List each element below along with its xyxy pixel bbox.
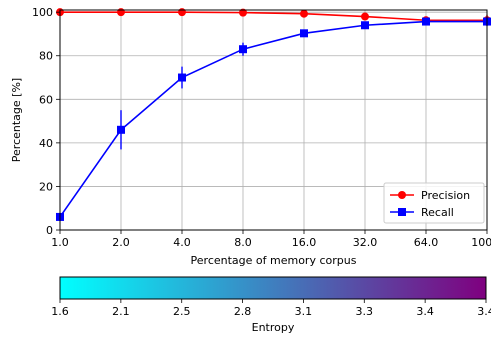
precision-point	[361, 12, 369, 21]
y-axis-label: Percentage [%]	[10, 78, 23, 162]
colorbar-tick-label: 3.1	[295, 305, 313, 318]
colorbar-ticks: 1.6 2.1 2.5 2.8 3.1 3.3 3.4 3.4	[51, 299, 491, 318]
precision-point	[239, 8, 247, 17]
legend-recall-label: Recall	[421, 206, 454, 219]
legend-precision-marker	[398, 191, 406, 199]
colorbar-tick-label: 2.1	[112, 305, 130, 318]
x-tick-label: 16.0	[292, 236, 317, 249]
precision-point	[178, 8, 186, 17]
x-tick-label: 64.0	[414, 236, 439, 249]
x-tick-label: 4.0	[173, 236, 191, 249]
axes: 1.0 2.0 4.0 8.0 16.0 32.0 64.0 100.0 0 20 40 60 80 10…	[32, 6, 491, 249]
y-tick-label: 60	[39, 93, 53, 106]
x-tick-label: 2.0	[112, 236, 130, 249]
x-tick-label: 1.0	[51, 236, 69, 249]
recall-point	[300, 29, 308, 38]
y-tick-label: 100	[32, 6, 53, 19]
colorbar-tick-label: 3.3	[356, 305, 374, 318]
colorbar-tick-label: 3.4	[477, 305, 491, 318]
recall-point	[117, 125, 125, 134]
precision-line	[60, 11, 487, 22]
y-tick-label: 0	[46, 224, 53, 237]
recall-point	[422, 17, 430, 26]
colorbar-tick-label: 1.6	[51, 305, 69, 318]
y-tick-label: 40	[39, 137, 53, 150]
precision-point	[300, 9, 308, 18]
y-tick-label: 80	[39, 50, 53, 63]
x-tick-label: 100.0	[471, 236, 491, 249]
plot-frame	[59, 9, 488, 231]
recall-point	[239, 45, 247, 54]
x-tick-label: 8.0	[234, 236, 252, 249]
legend-recall-marker	[398, 208, 406, 216]
recall-point	[361, 21, 369, 30]
legend-precision-label: Precision	[421, 189, 470, 202]
y-tick-label: 20	[39, 180, 53, 193]
colorbar-tick-label: 3.4	[416, 305, 434, 318]
legend: Precision Recall	[383, 182, 485, 224]
colorbar-tick-label: 2.8	[234, 305, 252, 318]
recall-point	[178, 73, 186, 82]
recall-line	[59, 20, 487, 218]
x-axis-label: Percentage of memory corpus	[191, 254, 357, 267]
x-tick-label: 32.0	[353, 236, 378, 249]
precision-point	[117, 8, 125, 17]
colorbar-label: Entropy	[252, 321, 295, 334]
colorbar	[59, 276, 487, 300]
colorbar-tick-label: 2.5	[173, 305, 191, 318]
legend-box	[383, 182, 485, 224]
